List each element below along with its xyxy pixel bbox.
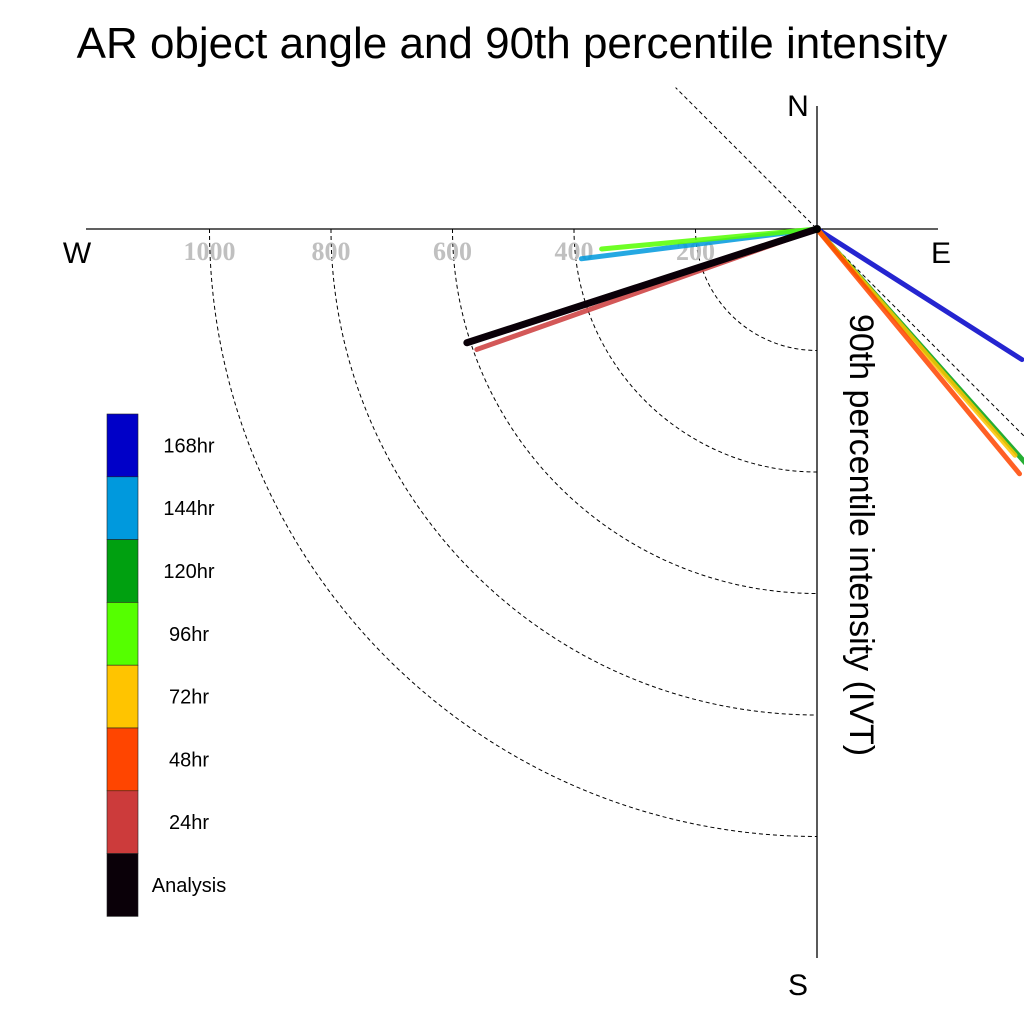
vector-48hr	[814, 226, 1023, 477]
compass-north: N	[787, 90, 809, 123]
legend-swatch-24hr	[106, 790, 139, 854]
grid-arc-400	[573, 228, 818, 473]
legend-swatch-168hr	[106, 413, 139, 478]
tick-label-400: 400	[555, 237, 594, 266]
polar-grid	[209, 87, 1024, 837]
series-vectors	[463, 225, 1024, 477]
grid-arc-200	[695, 228, 818, 351]
legend-label-analysis: Analysis	[152, 875, 226, 897]
legend-swatch-96hr	[106, 602, 139, 666]
legend-label-48hr: 48hr	[169, 749, 209, 771]
origin-point	[813, 225, 821, 233]
compass-west: W	[63, 237, 92, 270]
grid-arc-1000	[209, 228, 818, 837]
legend-swatch-analysis	[106, 853, 139, 917]
vector-analysis	[463, 225, 821, 347]
vector-96hr	[599, 226, 820, 252]
vector-168hr	[814, 226, 1024, 363]
grid-arc-600	[452, 228, 818, 594]
tick-label-800: 800	[312, 237, 351, 266]
legend-swatch-144hr	[106, 476, 139, 540]
legend-label-72hr: 72hr	[169, 687, 209, 709]
legend-label-144hr: 144hr	[163, 498, 214, 520]
legend-swatch-120hr	[106, 539, 139, 603]
chart-title: AR object angle and 90th percentile inte…	[77, 19, 948, 68]
legend-label-168hr: 168hr	[163, 435, 214, 457]
tick-label-600: 600	[433, 237, 472, 266]
legend-swatch-48hr	[106, 727, 139, 792]
radial-axis-label: 90th percentile intensity (IVT)	[842, 314, 880, 756]
legend-label-120hr: 120hr	[163, 561, 214, 583]
tick-label-1000: 1000	[184, 237, 236, 266]
legend: 168hr 144hr 120hr 96hr 72hr 48hr 24hr Analysis	[106, 413, 226, 917]
legend-swatch-72hr	[106, 664, 139, 729]
grid-diagonal	[675, 87, 1024, 437]
legend-label-96hr: 96hr	[169, 624, 209, 646]
legend-label-24hr: 24hr	[169, 812, 209, 834]
compass-south: S	[788, 969, 808, 1002]
compass-east: E	[931, 237, 951, 270]
grid-arc-800	[330, 228, 818, 716]
